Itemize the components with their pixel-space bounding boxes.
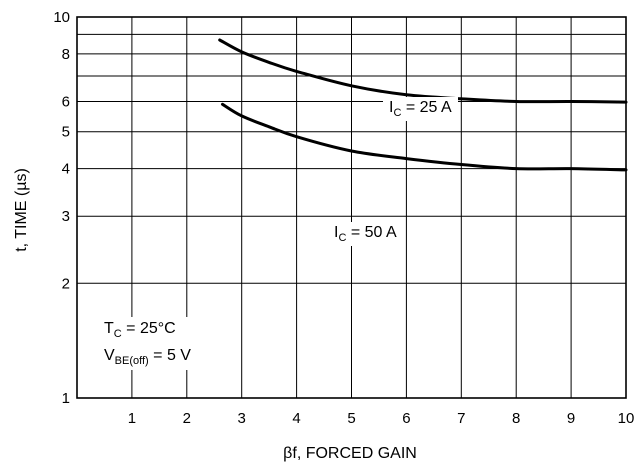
x-tick-label: 2 xyxy=(183,410,191,427)
y-axis-title: t, TIME (µs) xyxy=(13,168,30,252)
x-axis-title: βf, FORCED GAIN xyxy=(283,445,417,462)
x-tick-label: 5 xyxy=(347,410,355,427)
y-tick-label: 6 xyxy=(62,94,70,111)
x-tick-label: 1 xyxy=(128,410,136,427)
series-line-ic-50a xyxy=(221,102,628,172)
x-tick-label: 10 xyxy=(618,410,635,427)
x-tick-label: 9 xyxy=(567,410,575,427)
x-tick-label: 4 xyxy=(292,410,300,427)
x-tick-label: 7 xyxy=(457,410,465,427)
test-conditions-annotation: TC = 25°C VBE(off) = 5 V xyxy=(98,317,198,370)
series-layer xyxy=(218,38,628,172)
y-tick-label: 8 xyxy=(62,46,70,63)
series-label-bg xyxy=(383,97,458,121)
y-tick-labels: 1 2 3 4 5 6 8 10 xyxy=(53,9,70,407)
series-label-text: IC = 50 A xyxy=(334,224,397,244)
annotation-bg xyxy=(98,317,198,370)
plot-frame xyxy=(76,16,627,399)
series-label-text: IC = 25 A xyxy=(389,99,452,119)
series-label-ic-25a: IC = 25 A xyxy=(383,97,458,121)
x-tick-labels: 1 2 3 4 5 6 7 8 9 10 xyxy=(128,410,635,427)
y-tick-label: 3 xyxy=(62,208,70,225)
x-tick-label: 6 xyxy=(402,410,410,427)
series-label-ic-50a: IC = 50 A xyxy=(328,222,403,246)
y-tick-label: 1 xyxy=(62,390,70,407)
annotation-tc: TC = 25°C xyxy=(104,320,176,340)
series-label-bg xyxy=(328,222,403,246)
x-tick-label: 8 xyxy=(512,410,520,427)
y-tick-label: 5 xyxy=(62,124,70,141)
x-tick-label: 3 xyxy=(238,410,246,427)
annotation-vbe: VBE(off) = 5 V xyxy=(104,347,191,367)
y-tick-label: 10 xyxy=(53,9,70,26)
series-line-ic-25a xyxy=(218,38,628,104)
y-tick-label: 2 xyxy=(62,275,70,292)
y-tick-label: 4 xyxy=(62,161,70,178)
